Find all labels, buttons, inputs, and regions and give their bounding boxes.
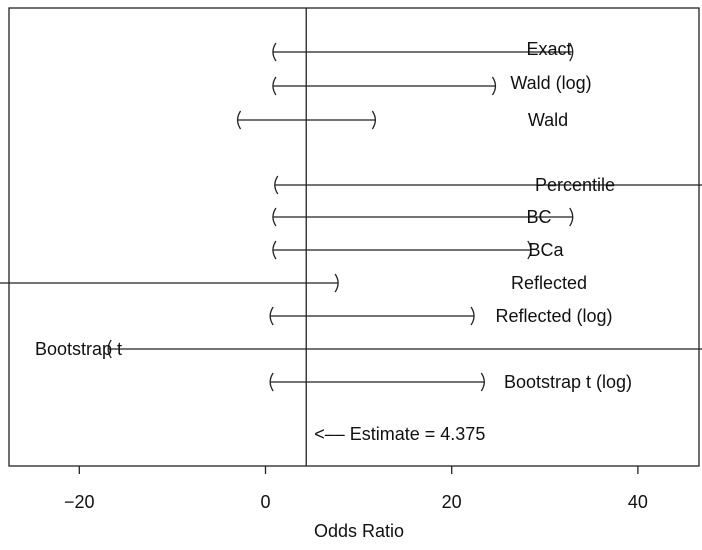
lower-bracket — [272, 240, 277, 260]
interval-bca: BCa — [272, 240, 564, 260]
x-tick-label: −20 — [64, 492, 95, 512]
x-tick-label: 40 — [628, 492, 648, 512]
lower-bracket — [272, 207, 277, 227]
interval-label: Bootstrap t (log) — [504, 372, 632, 392]
upper-bracket — [527, 240, 532, 260]
intervals-group: Exact Wald (log) Wald Percentile BC BCa Reflec… — [0, 8, 702, 466]
x-axis-label: Odds Ratio — [314, 521, 404, 541]
interval-label: Exact — [526, 39, 571, 59]
lower-bracket — [272, 42, 277, 62]
interval-label: BCa — [528, 240, 564, 260]
lower-bracket — [274, 175, 279, 195]
x-axis: −40−20020406080 — [64, 466, 648, 512]
interval-reflected: Reflected — [0, 273, 587, 293]
interval-percentile: Percentile — [274, 175, 702, 195]
upper-bracket — [371, 110, 377, 130]
lower-bracket — [269, 372, 274, 392]
interval-bc: BC — [272, 207, 574, 227]
interval-exact: Exact — [272, 39, 574, 62]
interval-label: Wald (log) — [510, 73, 591, 93]
lower-bracket — [236, 110, 242, 130]
lower-bracket — [272, 76, 277, 96]
interval-label: Percentile — [535, 175, 615, 195]
interval-label: Bootstrap t — [35, 339, 122, 359]
x-tick-label: 20 — [442, 492, 462, 512]
interval-label: Wald — [528, 110, 568, 130]
plot-frame — [8, 7, 700, 467]
lower-bracket — [107, 339, 112, 359]
interval-reflected-log: Reflected (log) — [269, 306, 613, 326]
upper-bracket — [334, 273, 339, 293]
x-tick-label: 0 — [260, 492, 270, 512]
upper-bracket — [480, 372, 485, 392]
interval-wald-log: Wald (log) — [272, 73, 592, 96]
interval-label: Reflected — [511, 273, 587, 293]
estimate-label: <–– Estimate = 4.375 — [314, 424, 485, 444]
interval-bootstrap-t: Bootstrap t — [35, 339, 702, 359]
interval-wald: Wald — [236, 110, 568, 130]
lower-bracket — [269, 306, 274, 326]
upper-bracket — [470, 306, 475, 326]
upper-bracket — [569, 42, 574, 62]
interval-label: BC — [526, 207, 551, 227]
interval-bootstrap-t-log: Bootstrap t (log) — [269, 372, 632, 392]
interval-label: Reflected (log) — [495, 306, 612, 326]
upper-bracket — [491, 76, 497, 96]
upper-bracket — [569, 207, 574, 227]
